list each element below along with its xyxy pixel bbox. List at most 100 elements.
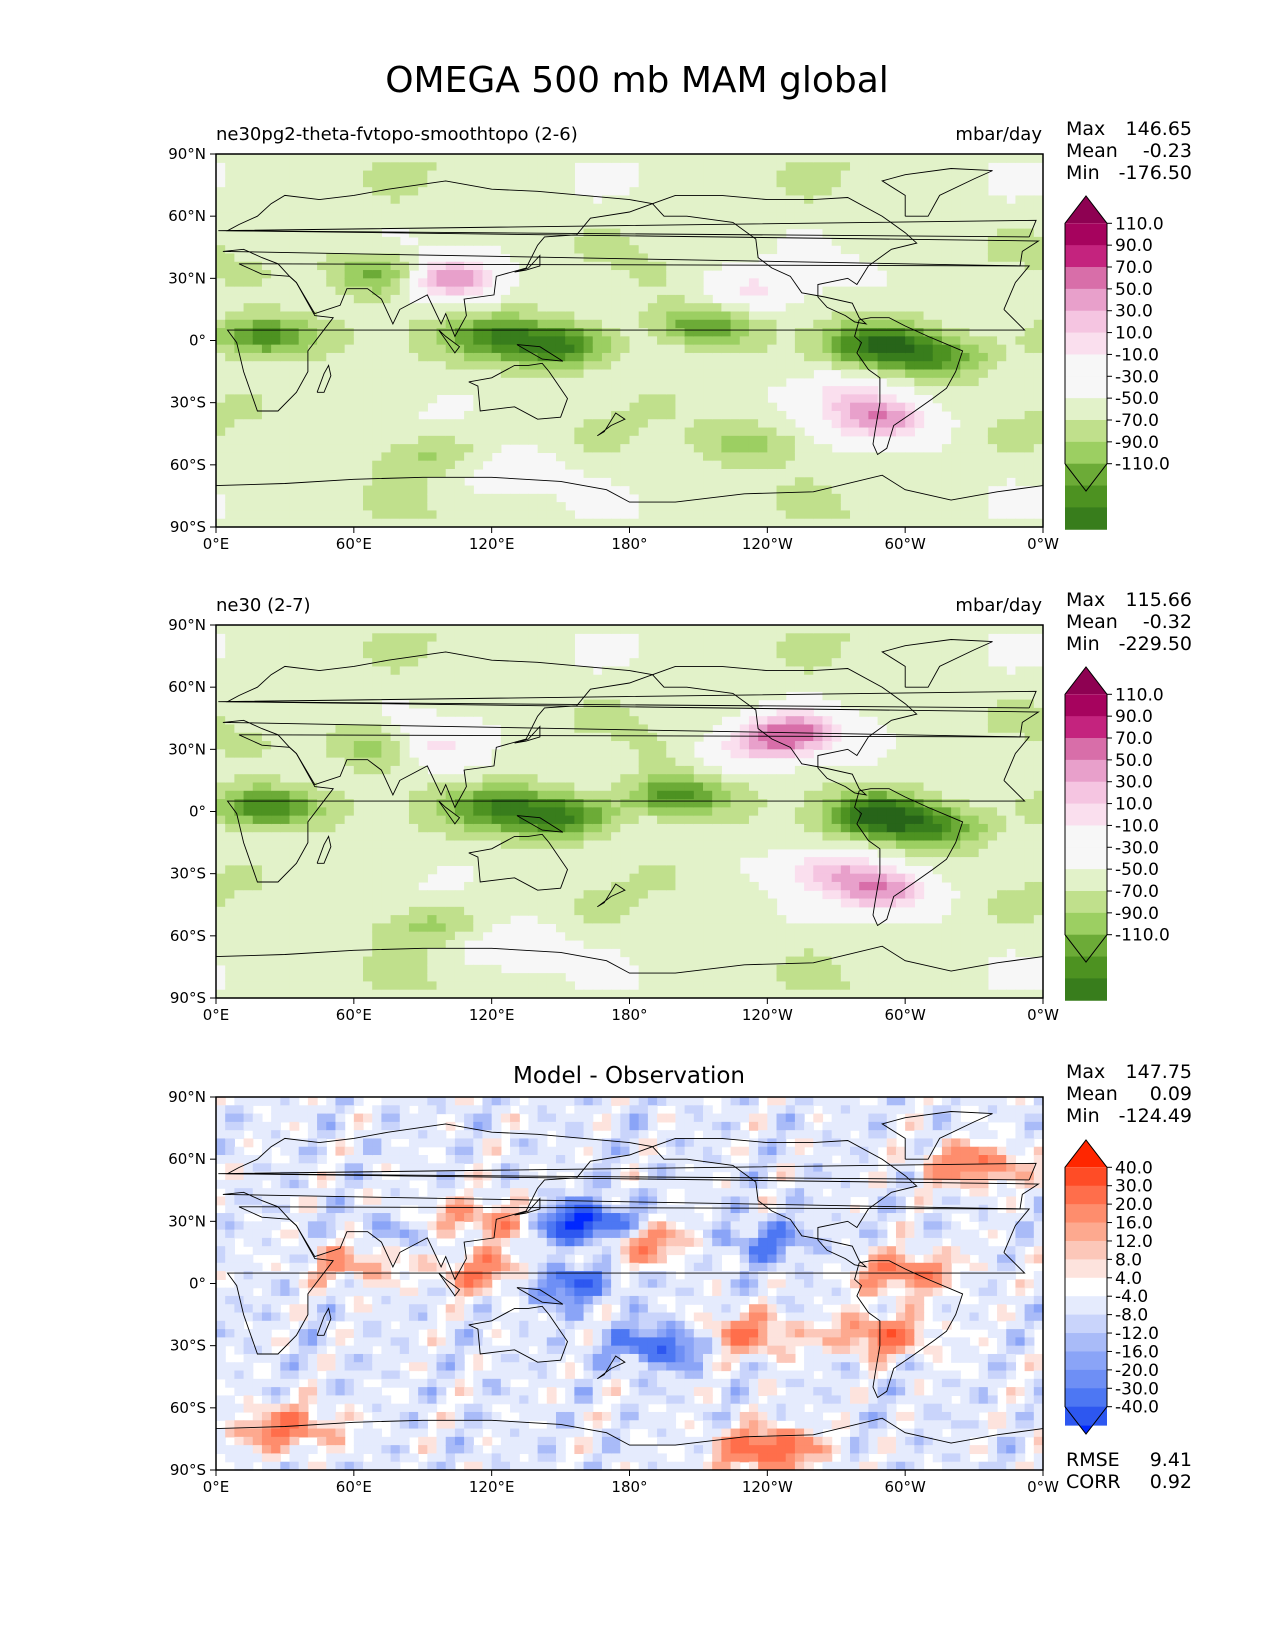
field-cell [776, 410, 787, 420]
field-cell [868, 502, 879, 512]
field-cell [1015, 477, 1026, 487]
field-cell [261, 823, 272, 833]
field-cell [280, 419, 291, 429]
field-cell [418, 848, 428, 858]
colorbar-segment [1065, 310, 1107, 334]
field-cell [491, 386, 502, 395]
field-cell [243, 649, 254, 659]
field-cell [234, 493, 245, 503]
field-cell [491, 658, 502, 668]
field-cell [951, 336, 961, 346]
field-cell [243, 493, 254, 503]
field-cell [326, 203, 337, 213]
field-cell [601, 336, 612, 346]
field-cell [280, 452, 291, 462]
field-cell [776, 311, 787, 321]
field-cell [519, 270, 530, 279]
field-cell [997, 460, 1007, 470]
field-cell [326, 427, 337, 437]
field-cell [748, 336, 759, 346]
field-cell [721, 386, 732, 395]
field-cell [969, 386, 980, 395]
field-cell [500, 502, 511, 512]
field-cell [225, 361, 235, 371]
field-cell [776, 427, 787, 437]
field-cell [905, 253, 915, 263]
field-cell [418, 361, 428, 371]
field-cell [555, 178, 566, 188]
field-cell [298, 311, 309, 321]
field-cell [454, 460, 465, 470]
field-cell [243, 220, 254, 230]
field-cell [399, 245, 410, 255]
field-cell [647, 361, 658, 371]
field-cell [454, 203, 465, 213]
field-cell [473, 510, 484, 520]
field-cell [987, 236, 998, 246]
field-cell [445, 989, 456, 999]
field-cell [271, 361, 281, 371]
field-cell [243, 741, 254, 750]
field-cell [326, 823, 337, 833]
field-cell [280, 774, 291, 784]
field-cell [225, 328, 235, 337]
field-cell [758, 394, 768, 404]
field-cell [675, 444, 686, 453]
field-cell [353, 518, 364, 528]
field-cell [298, 460, 309, 470]
field-cell [886, 361, 897, 371]
field-cell [620, 245, 631, 255]
field-cell [537, 220, 548, 230]
field-cell [418, 468, 428, 478]
field-cell [252, 948, 263, 958]
field-cell [675, 195, 686, 205]
field-cell [363, 178, 373, 188]
field-cell [905, 452, 915, 462]
field-cell [721, 419, 732, 429]
field-cell [307, 873, 318, 883]
coastline [438, 329, 461, 354]
field-cell [840, 178, 851, 188]
field-cell [675, 518, 686, 528]
field-cell [638, 236, 649, 246]
field-cell [574, 410, 585, 420]
field-cell [252, 294, 263, 304]
field-cell [317, 658, 327, 668]
field-cell [372, 716, 382, 726]
field-cell [987, 427, 998, 437]
field-cell [850, 518, 860, 528]
field-cell [326, 890, 337, 900]
field-cell [831, 228, 842, 238]
field-cell [408, 369, 419, 379]
field-cell [216, 757, 226, 767]
field-cell [473, 832, 484, 842]
field-cell [748, 170, 759, 180]
field-cell [574, 336, 585, 346]
field-cell [620, 154, 631, 163]
field-cell [868, 452, 879, 462]
field-cell [225, 493, 235, 503]
field-cell [565, 178, 575, 188]
field-cell [234, 649, 245, 659]
field-cell [850, 162, 860, 172]
field-cell [739, 178, 750, 188]
field-cell [960, 419, 971, 429]
field-cell [381, 460, 392, 470]
field-cell [399, 220, 410, 230]
field-cell [307, 427, 318, 437]
field-cell [427, 203, 438, 213]
field-cell [326, 765, 337, 775]
field-cell [317, 485, 327, 495]
field-cell [767, 419, 778, 429]
field-cell [252, 220, 263, 230]
field-cell [831, 502, 842, 512]
field-cell [298, 625, 309, 634]
field-cell [363, 989, 373, 999]
field-cell [1024, 452, 1035, 462]
field-cell [592, 303, 603, 313]
field-cell [491, 402, 502, 412]
field-cell [408, 460, 419, 470]
field-cell [344, 502, 355, 512]
field-cell [482, 427, 493, 437]
field-cell [418, 352, 428, 362]
